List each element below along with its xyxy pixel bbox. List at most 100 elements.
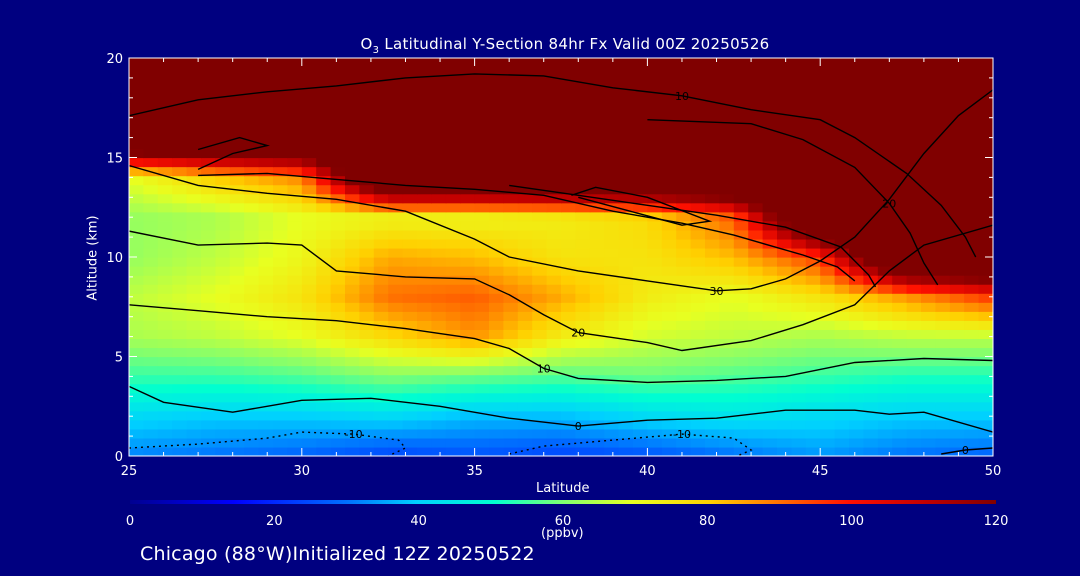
heat-cell [719,85,735,95]
heat-cell [172,121,188,131]
heat-cell [892,311,908,321]
heat-cell [532,130,548,141]
heat-cell [964,85,980,95]
heat-cell [719,94,735,104]
heat-cell [762,401,778,412]
heat-cell [201,392,216,403]
heat-cell [661,157,677,168]
heat-cell [489,148,504,159]
heat-cell [503,437,519,448]
heat-cell [921,257,936,267]
heat-cell [373,302,389,312]
heat-cell [244,401,260,412]
heat-cell [604,446,620,456]
heat-cell [417,247,432,258]
heat-cell [201,85,216,95]
heat-cell [863,392,879,403]
heat-cell [633,356,648,367]
heat-cell [863,257,879,267]
heat-cell [690,193,706,204]
heat-cell [762,311,778,321]
heat-cell [474,428,490,439]
heat-cell [820,311,836,321]
heat-cell [575,311,591,321]
heat-cell [892,428,908,439]
heat-cell [345,121,360,131]
heat-cell [517,238,533,249]
heat-cell [402,148,418,159]
heat-cell [172,329,188,340]
heat-cell [935,392,951,403]
heat-cell [417,401,432,412]
heat-cell [834,85,850,95]
x-axis-label: Latitude [536,481,590,496]
heat-cell [863,320,879,330]
heat-cell [906,311,922,321]
heat-cell [805,284,821,294]
heat-cell [863,383,879,394]
heat-cell [229,247,245,258]
heat-cell [589,293,605,303]
heat-cell [705,401,720,412]
heat-cell [633,428,648,439]
heat-cell [661,266,677,276]
heat-cell [690,446,706,456]
heat-cell [474,148,490,159]
heat-cell [172,58,188,68]
heat-cell [676,293,692,303]
heat-cell [489,58,504,68]
heat-cell [359,94,375,104]
heat-cell [575,247,591,258]
heat-cell [143,238,159,249]
heat-cell [661,139,677,150]
heat-cell [532,302,548,312]
heat-cell [777,383,792,394]
heat-cell [705,329,720,340]
heat-cell [849,284,864,294]
heat-cell [201,229,216,240]
heat-cell [532,157,548,168]
heat-cell [978,94,993,104]
heat-cell [359,428,375,439]
heat-cell [503,112,519,122]
heat-cell [546,247,562,258]
heat-cell [445,419,461,430]
heat-cell [517,446,533,456]
heat-cell [157,257,173,267]
heat-cell [762,202,778,213]
heat-cell [647,184,663,195]
heat-cell [618,365,634,376]
heat-cell [129,202,144,213]
heat-cell [935,76,951,86]
heat-cell [359,347,375,358]
heat-cell [676,157,692,168]
heat-cell [373,437,389,448]
heat-cell [849,383,864,394]
heat-cell [546,392,562,403]
heat-cell [949,392,965,403]
heat-cell [618,284,634,294]
heat-cell [157,175,173,186]
heat-cell [301,94,317,104]
heat-cell [676,437,692,448]
heat-cell [445,338,461,349]
heat-cell [388,76,404,86]
heat-cell [330,193,346,204]
heat-cell [690,220,706,231]
heat-cell [402,157,418,168]
heat-cell [921,419,936,430]
heat-cell [474,67,490,77]
heat-cell [676,166,692,177]
heat-cell [417,446,432,456]
heat-cell [575,76,591,86]
heat-cell [215,419,231,430]
heat-cell [834,437,850,448]
heat-cell [661,220,677,231]
heat-cell [546,374,562,385]
heat-cell [733,157,749,168]
heat-cell [892,320,908,330]
heat-cell [402,302,418,312]
heat-cell [229,211,245,222]
heat-cell [316,338,332,349]
heat-cell [633,94,648,104]
